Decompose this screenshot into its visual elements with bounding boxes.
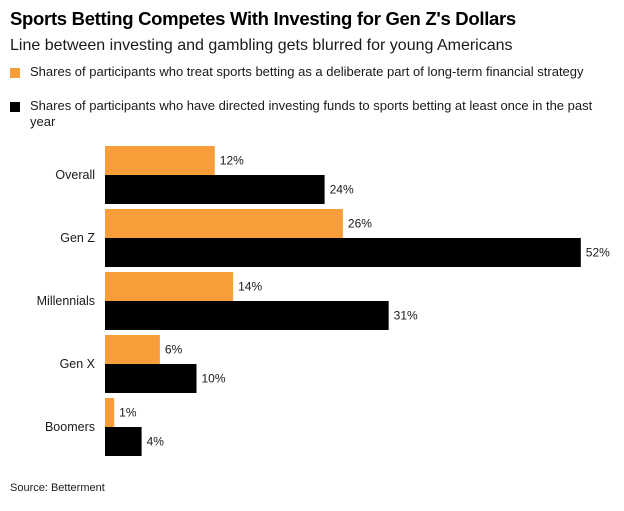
legend-label-diverted-funds: Shares of participants who have directed… [30,98,593,129]
bar-gen-x-diverted-funds [105,364,197,393]
value-label-gen-z-strategy: 26% [348,217,372,231]
bar-millennials-diverted-funds [105,301,389,330]
value-label-gen-x-diverted-funds: 10% [202,372,226,386]
value-label-overall-strategy: 12% [220,154,244,168]
category-label-gen-x: Gen X [60,357,96,371]
bar-chart: Overall 12% 24% Gen Z 26% 52% Millennials 14% 31… [37,146,610,456]
value-label-millennials-strategy: 14% [238,280,262,294]
bar-overall-strategy [105,146,215,175]
category-label-gen-z: Gen Z [60,231,95,245]
value-label-boomers-diverted-funds: 4% [147,435,165,449]
value-label-boomers-strategy: 1% [119,406,137,420]
value-label-millennials-diverted-funds: 31% [394,309,418,323]
legend-swatch-black [10,102,20,112]
category-label-millennials: Millennials [37,294,95,308]
bar-boomers-diverted-funds [105,427,142,456]
bar-overall-diverted-funds [105,175,325,204]
value-label-gen-z-diverted-funds: 52% [586,246,610,260]
source-note: Source: Betterment [10,482,105,494]
legend-swatch-orange [10,68,20,78]
bar-gen-x-strategy [105,335,160,364]
value-label-gen-x-strategy: 6% [165,343,183,357]
bar-boomers-strategy [105,398,115,427]
chart-subtitle: Line between investing and gambling gets… [10,37,513,54]
category-label-overall: Overall [55,168,95,182]
category-label-boomers: Boomers [45,420,95,434]
chart-title: Sports Betting Competes With Investing f… [10,8,516,29]
value-label-overall-diverted-funds: 24% [330,183,354,197]
bar-gen-z-diverted-funds [105,238,581,267]
bar-gen-z-strategy [105,209,343,238]
bar-millennials-strategy [105,272,234,301]
legend-label-strategy: Shares of participants who treat sports … [30,64,584,79]
